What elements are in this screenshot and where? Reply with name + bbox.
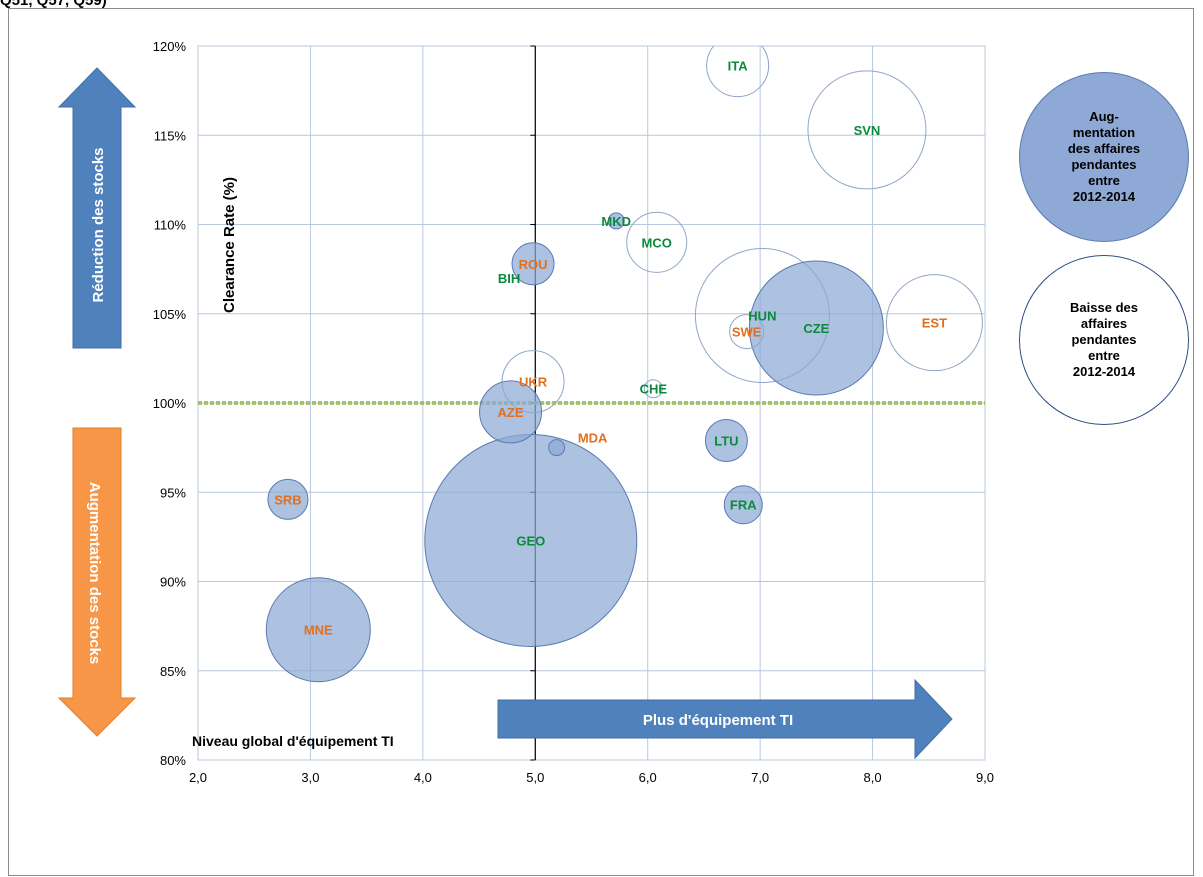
arrow-down-label: Augmentation des stocks bbox=[86, 482, 103, 665]
arrow-right-label: Plus d'équipement TI bbox=[643, 712, 793, 729]
x-tick-label: 9,0 bbox=[976, 770, 994, 785]
bubble-ita bbox=[706, 46, 770, 98]
bubble-label-aze: AZE bbox=[498, 405, 524, 420]
x-tick-label: 8,0 bbox=[864, 770, 882, 785]
bubble-fra bbox=[723, 485, 763, 525]
bubble-label-rou: ROU bbox=[519, 257, 548, 272]
bubble-rou bbox=[511, 242, 555, 286]
x-tick-label: 2,0 bbox=[189, 770, 207, 785]
x-tick-label: 4,0 bbox=[414, 770, 432, 785]
x-tick-label: 5,0 bbox=[526, 770, 544, 785]
bubbles bbox=[265, 46, 983, 683]
bubble-label-fra: FRA bbox=[730, 498, 757, 513]
y-tick-label: 80% bbox=[160, 753, 186, 768]
y-tick-label: 85% bbox=[160, 664, 186, 679]
chart-frame bbox=[8, 8, 1194, 876]
bubble-cze bbox=[748, 260, 884, 396]
x-axis-label: Niveau global d'équipement TI bbox=[192, 733, 394, 749]
bubble-mkd bbox=[607, 212, 625, 230]
bubble-aze bbox=[479, 380, 543, 444]
x-tick-label: 7,0 bbox=[751, 770, 769, 785]
bubble-label-che: CHE bbox=[640, 382, 668, 397]
bubble-srb bbox=[267, 478, 309, 520]
y-axis-label: Clearance Rate (%) bbox=[221, 177, 238, 313]
legend-decrease-label: Baisse des affaires pendantes entre 2012… bbox=[1070, 300, 1138, 379]
arrow-up-shape bbox=[57, 67, 137, 349]
bubble-label-hun: HUN bbox=[748, 309, 776, 324]
bubble-ltu bbox=[704, 418, 748, 462]
bubble-label-svn: SVN bbox=[854, 123, 881, 138]
axes: 2,0 3,0 4,0 5,0 6,0 7,0 8,0 9,0 80% 85% 90% 95% 100%… bbox=[153, 39, 994, 785]
arrow-right-shape bbox=[497, 678, 953, 760]
y-tick-label: 105% bbox=[153, 307, 187, 322]
arrows: Réduction des stocks Augmentation des sto… bbox=[57, 67, 953, 760]
y-tick-label: 95% bbox=[160, 485, 186, 500]
bubble-che bbox=[643, 379, 663, 399]
bubble-label-geo: GEO bbox=[516, 533, 545, 548]
y-tick-label: 110% bbox=[154, 218, 187, 233]
bubble-mda bbox=[548, 439, 566, 457]
bubble-label-cze: CZE bbox=[803, 321, 829, 336]
x-tick-label: 6,0 bbox=[639, 770, 657, 785]
bubble-label-mkd: MKD bbox=[601, 214, 631, 229]
bubble-label-bih: BIH bbox=[498, 271, 520, 286]
arrow-down-shape bbox=[57, 427, 137, 737]
bubble-label-mne: MNE bbox=[304, 623, 333, 638]
legend-increase-label: Aug- mentation des affaires pendantes en… bbox=[1067, 109, 1141, 204]
bubble-mco bbox=[626, 211, 688, 273]
bubble-label-mda: MDA bbox=[578, 431, 608, 446]
y-tick-label: 90% bbox=[160, 575, 186, 590]
arrow-up-label: Réduction des stocks bbox=[90, 147, 107, 302]
y-tick-label: 120% bbox=[153, 39, 187, 54]
legend-increase: Aug- mentation des affaires pendantes en… bbox=[1019, 72, 1189, 242]
y-tick-label: 115% bbox=[154, 128, 187, 143]
bubble-mne bbox=[265, 577, 371, 683]
bubble-swe bbox=[729, 314, 765, 350]
x-tick-label: 3,0 bbox=[301, 770, 319, 785]
top-caption: Q51, Q57, Q59) bbox=[0, 0, 107, 9]
bubble-label-ukr: UKR bbox=[519, 375, 548, 390]
legend-decrease: Baisse des affaires pendantes entre 2012… bbox=[1019, 255, 1189, 425]
bubble-label-ltu: LTU bbox=[714, 433, 738, 448]
bubble-label-mco: MCO bbox=[642, 235, 672, 250]
bubble-label-ita: ITA bbox=[728, 59, 749, 74]
bubble-label-swe: SWE bbox=[732, 325, 762, 340]
bubble-label-est: EST bbox=[922, 316, 947, 331]
bubble-label-srb: SRB bbox=[274, 492, 301, 507]
y-tick-label: 100% bbox=[153, 396, 187, 411]
bubble-est bbox=[885, 274, 983, 372]
bubble-svn bbox=[807, 70, 927, 190]
